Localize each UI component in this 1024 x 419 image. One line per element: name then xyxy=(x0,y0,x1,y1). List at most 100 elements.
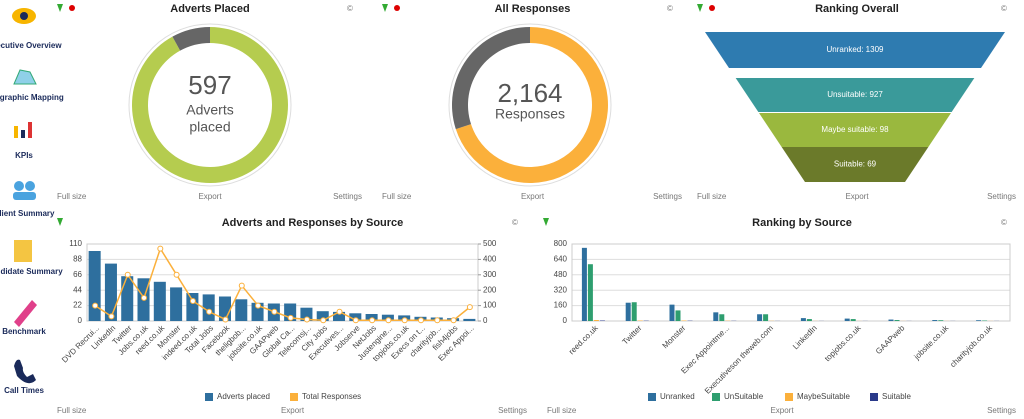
client-icon xyxy=(13,192,36,200)
bar xyxy=(587,264,593,321)
panel-icons xyxy=(57,4,715,226)
response-point xyxy=(271,308,278,315)
nav-item[interactable]: Geographic Mapping xyxy=(0,93,64,102)
response-point xyxy=(141,294,148,301)
full-size-link[interactable]: Full size xyxy=(57,192,87,201)
export-link[interactable]: Export xyxy=(198,192,222,201)
nav-item[interactable]: Benchmark xyxy=(2,327,46,336)
bar xyxy=(976,320,982,321)
kpi-icon xyxy=(28,122,32,138)
settings-link[interactable]: Settings xyxy=(498,406,527,415)
full-size-link[interactable]: Full size xyxy=(697,192,727,201)
bar xyxy=(669,304,675,321)
legend-swatch xyxy=(712,393,720,401)
response-point xyxy=(222,316,229,323)
bar xyxy=(806,319,812,321)
response-point xyxy=(157,245,164,252)
bar xyxy=(894,320,900,321)
panel-title: Ranking Overall xyxy=(815,3,899,15)
bar xyxy=(631,302,637,321)
response-point xyxy=(450,317,457,324)
nav-item[interactable]: Client Summary xyxy=(0,209,55,218)
client-icon xyxy=(25,181,35,191)
export-link[interactable]: Export xyxy=(281,406,305,415)
panel-title: Adverts Placed xyxy=(170,3,249,15)
legend-label: Unranked xyxy=(660,392,695,401)
panel-title: Adverts and Responses by Source xyxy=(222,217,404,229)
settings-link[interactable]: Settings xyxy=(987,192,1016,201)
full-size-link[interactable]: Full size xyxy=(547,406,577,415)
response-point xyxy=(238,282,245,289)
bar xyxy=(625,302,631,321)
nav-item[interactable]: Executive Overview xyxy=(0,41,62,50)
bar xyxy=(719,314,725,321)
settings-link[interactable]: Settings xyxy=(653,192,682,201)
refresh-icon xyxy=(57,218,63,226)
response-point xyxy=(303,316,310,323)
x-tick-label: GAAPweb xyxy=(874,323,907,356)
y-tick-label: 160 xyxy=(554,301,568,310)
plot-frame xyxy=(571,243,1011,322)
settings-link[interactable]: Settings xyxy=(333,192,362,201)
refresh-icon xyxy=(543,218,549,226)
legend-swatch xyxy=(205,393,213,401)
funnel-segment xyxy=(759,113,951,147)
funnel-segment xyxy=(735,78,975,112)
copyright: © xyxy=(667,4,673,13)
nav-item[interactable]: KPIs xyxy=(15,151,33,160)
funnel-label: Maybe suitable: 98 xyxy=(821,125,889,134)
response-point xyxy=(466,304,473,311)
full-size-link[interactable]: Full size xyxy=(382,192,412,201)
full-size-link[interactable]: Full size xyxy=(57,406,87,415)
map-icon xyxy=(13,69,37,85)
response-point xyxy=(434,317,441,324)
response-point xyxy=(417,317,424,324)
y-tick-label: 800 xyxy=(554,239,568,248)
copyright: © xyxy=(512,218,518,227)
bar xyxy=(844,318,850,321)
y-tick-label: 0 xyxy=(563,316,568,325)
y2-tick-label: 400 xyxy=(483,255,497,264)
panel-title: All Responses xyxy=(495,3,571,15)
response-point xyxy=(336,308,343,315)
nav-item[interactable]: Candidate Summary xyxy=(0,267,63,276)
bar xyxy=(349,313,362,321)
y-tick-label: 480 xyxy=(554,270,568,279)
y2-tick-label: 100 xyxy=(483,301,497,310)
bar xyxy=(850,319,856,321)
refresh-icon xyxy=(697,4,703,12)
y2-tick-label: 200 xyxy=(483,285,497,294)
y-tick-label: 88 xyxy=(73,255,82,264)
export-link[interactable]: Export xyxy=(521,192,545,201)
bar xyxy=(888,319,894,321)
copyright: © xyxy=(347,4,353,13)
donut-segment xyxy=(452,27,530,130)
export-link[interactable]: Export xyxy=(845,192,869,201)
panel-title: Ranking by Source xyxy=(752,217,852,229)
candidate-icon xyxy=(14,240,32,262)
settings-link[interactable]: Settings xyxy=(987,406,1016,415)
status-dot xyxy=(394,5,400,11)
legend-label: UnSuitable xyxy=(724,392,764,401)
donut-segment xyxy=(172,27,210,51)
y-tick-label: 66 xyxy=(73,270,82,279)
response-point xyxy=(189,297,196,304)
benchmark-icon xyxy=(14,300,37,327)
center-label: Adverts xyxy=(186,102,233,118)
x-tick-label: LinkedIn xyxy=(791,324,819,352)
nav-item[interactable]: Call Times xyxy=(4,386,44,395)
bar xyxy=(121,276,134,321)
export-link[interactable]: Export xyxy=(770,406,794,415)
legend-label: MaybeSuitable xyxy=(797,392,850,401)
bar xyxy=(581,247,587,321)
x-tick-label: reed.co.uk xyxy=(567,323,600,356)
response-point xyxy=(92,302,99,309)
bar xyxy=(713,312,719,321)
status-dot xyxy=(69,5,75,11)
bar xyxy=(800,318,806,321)
response-point xyxy=(352,317,359,324)
copyright: © xyxy=(1001,218,1007,227)
bar xyxy=(88,251,101,321)
kpi-icon xyxy=(14,126,18,138)
response-point xyxy=(320,317,327,324)
